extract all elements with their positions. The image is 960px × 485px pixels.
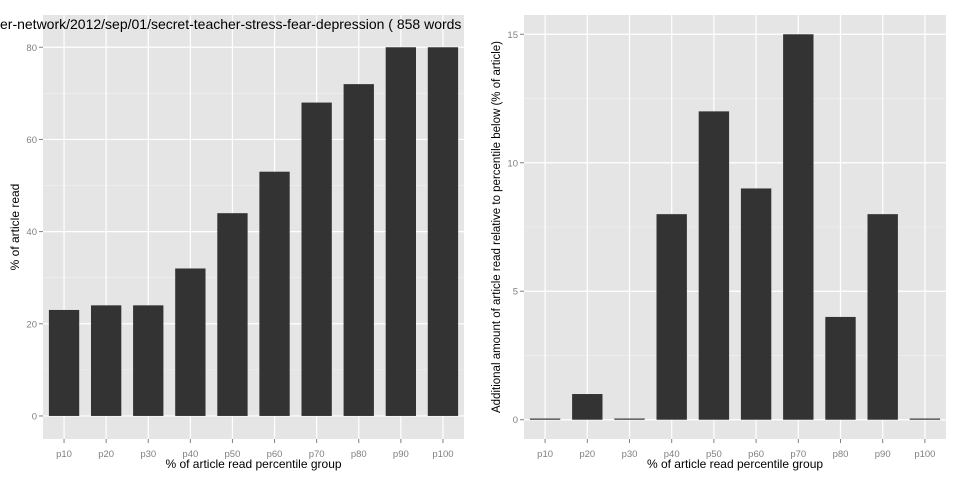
bar-p80 <box>825 316 856 420</box>
y-tick-label: 15 <box>507 30 518 41</box>
y-tick-label: 20 <box>26 319 37 330</box>
y-tick-label: 5 <box>513 287 518 298</box>
right-chart: 0 5 10 15 p10 p20 p30 p40 p50 p60 p70 p80 p90 p100 % o… <box>491 15 946 471</box>
x-tick-label: p20 <box>579 449 595 460</box>
x-axis-title: % of article read percentile group <box>647 457 823 471</box>
bar-p100 <box>909 418 941 420</box>
y-tick-label: 0 <box>32 411 37 422</box>
x-tick-label: p70 <box>309 449 325 460</box>
x-tick-label: p80 <box>833 449 849 460</box>
bar-p40 <box>175 268 206 416</box>
x-tick-label: p30 <box>622 449 638 460</box>
x-tick-label: p100 <box>914 449 935 460</box>
x-tick-label: p10 <box>537 449 553 460</box>
y-tick-label: 10 <box>507 158 518 169</box>
bar-p90 <box>385 47 417 416</box>
x-tick-label: p50 <box>706 449 722 460</box>
x-tick-label: p60 <box>748 449 764 460</box>
x-tick-label: p40 <box>182 449 198 460</box>
bar-p70 <box>783 34 814 420</box>
bar-p100 <box>427 47 459 416</box>
bar-p70 <box>301 102 332 416</box>
x-tick-label: p80 <box>351 449 367 460</box>
x-tick-label: p20 <box>98 449 114 460</box>
y-tick-label: 80 <box>26 43 37 54</box>
x-axis-title: % of article read percentile group <box>165 457 341 471</box>
bar-p30 <box>133 305 164 416</box>
x-tick-label: p100 <box>432 449 453 460</box>
bar-p30 <box>614 418 645 420</box>
bar-p50 <box>217 213 248 416</box>
bar-p40 <box>656 214 687 420</box>
x-tick-label: p70 <box>790 449 806 460</box>
bar-p50 <box>698 111 730 420</box>
x-tick-label: p40 <box>664 449 680 460</box>
x-tick-label: p30 <box>140 449 156 460</box>
x-tick-label: p10 <box>56 449 72 460</box>
bar-p90 <box>867 214 898 420</box>
left-chart: 0 20 40 60 80 p10 p20 p30 p40 p50 p60 p70 p80 p90 p100… <box>0 15 464 471</box>
bar-p80 <box>343 84 374 416</box>
y-axis-title: Additional amount of article read relati… <box>491 41 503 413</box>
bar-p20 <box>572 394 603 420</box>
bar-p10 <box>529 418 561 420</box>
x-tick-label: p60 <box>267 449 283 460</box>
y-tick-label: 60 <box>26 135 37 146</box>
bar-p60 <box>259 171 290 416</box>
x-tick-label: p90 <box>393 449 409 460</box>
bar-p20 <box>90 305 122 416</box>
bar-p60 <box>740 188 772 420</box>
x-tick-label: p90 <box>875 449 891 460</box>
y-axis-title: % of article read <box>8 184 22 271</box>
x-tick-label: p50 <box>225 449 241 460</box>
y-tick-label: 40 <box>26 227 37 238</box>
bar-p10 <box>48 309 80 416</box>
chart-title: er-network/2012/sep/01/secret-teacher-st… <box>0 16 461 32</box>
y-tick-label: 0 <box>513 415 518 426</box>
